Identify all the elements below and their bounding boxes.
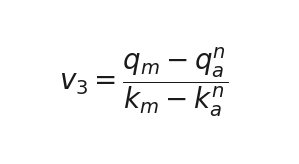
Text: $v_3 = \dfrac{q_m - q_a^{n}}{k_m - k_a^{n}}$: $v_3 = \dfrac{q_m - q_a^{n}}{k_m - k_a^{… <box>59 45 228 119</box>
